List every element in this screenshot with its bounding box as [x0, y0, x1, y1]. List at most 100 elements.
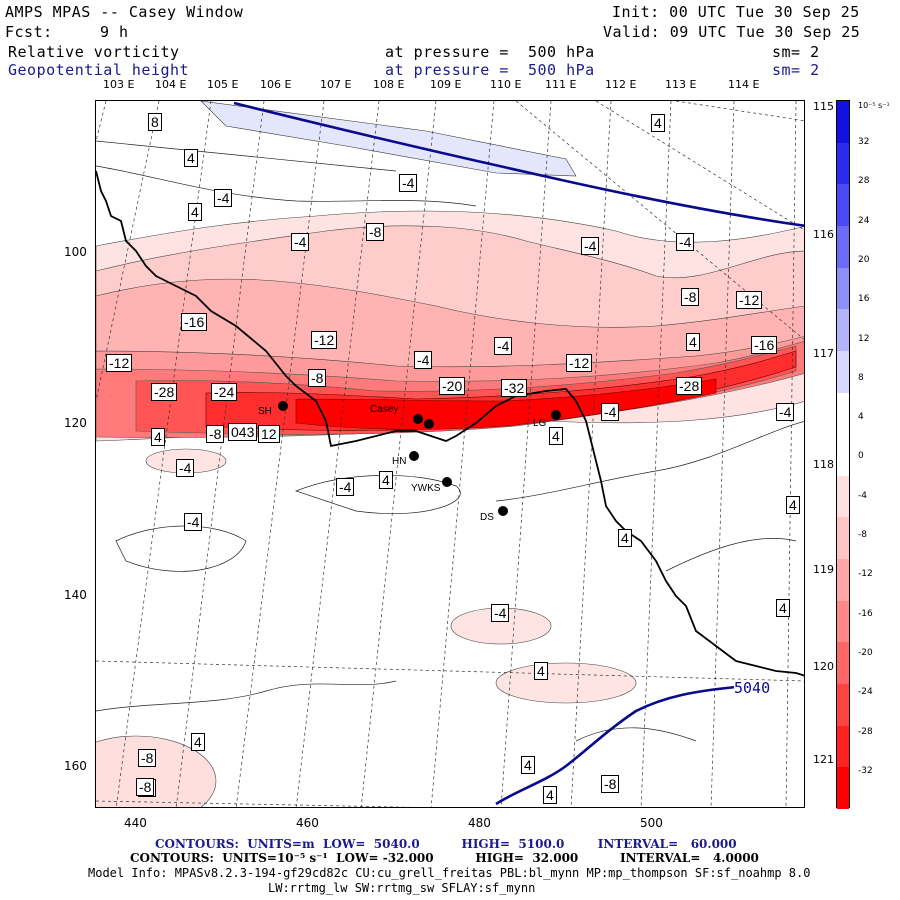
- contour-label: 4: [651, 114, 665, 132]
- station-label: DS: [480, 512, 494, 523]
- colorbar-tick-label: 16: [858, 294, 870, 305]
- colorbar-swatch: [837, 350, 849, 394]
- height-contour-5100: [233, 101, 804, 228]
- station-marker: [551, 410, 561, 420]
- vorticity-contour: [294, 474, 461, 514]
- contour-label: -4: [399, 174, 418, 192]
- top-lon-label: 111 E: [545, 78, 577, 91]
- vorticity-contour: [665, 538, 797, 572]
- field2-name: Geopotential height: [8, 61, 190, 79]
- colorbar-tick-label: -32: [858, 765, 873, 776]
- vorticity-contour: [96, 140, 397, 172]
- contour-label: 4: [184, 149, 198, 167]
- colorbar-swatch: [837, 600, 849, 643]
- top-lon-label: 108 E: [373, 78, 405, 91]
- station-marker: [424, 419, 434, 429]
- station-marker: [278, 401, 288, 411]
- colorbar-tick-label: -4: [858, 490, 867, 501]
- colorbar-swatch: [837, 267, 849, 310]
- y-tick-label: 100: [64, 245, 87, 259]
- colorbar-tick-label: 20: [858, 254, 870, 265]
- forecast-label: Fcst:: [5, 23, 53, 41]
- valid-time: Valid: 09 UTC Tue 30 Sep 25: [603, 23, 861, 41]
- contour-label: 12: [258, 425, 280, 443]
- field1-level: at pressure = 500 hPa: [385, 43, 595, 61]
- station-label: LG: [533, 418, 547, 429]
- colorbar-swatch: [837, 225, 849, 269]
- station-marker: [409, 451, 419, 461]
- contour-label: -4: [494, 337, 513, 355]
- contour-label: -32: [501, 379, 528, 397]
- colorbar-swatch: [837, 642, 849, 685]
- colorbar-swatch: [837, 434, 849, 477]
- station-marker: [498, 506, 508, 516]
- top-lon-label: 110 E: [490, 78, 522, 91]
- top-lon-label: 106 E: [260, 78, 292, 91]
- contour-label: -4: [491, 604, 510, 622]
- contour-label: -12: [106, 354, 133, 372]
- colorbar-tick-label: -20: [858, 647, 873, 658]
- contour-label: 4: [151, 428, 165, 446]
- colorbar-swatch: [837, 392, 849, 435]
- colorbar-swatch: [837, 184, 849, 227]
- vorticity-contour: [96, 165, 477, 207]
- contour-label: 4: [618, 529, 632, 547]
- graticule: [96, 101, 804, 807]
- top-lon-label: 105 E: [207, 78, 239, 91]
- contour-label: -8: [138, 749, 157, 767]
- field2-smoothing: sm= 2: [772, 61, 820, 79]
- station-label: SH: [258, 406, 272, 417]
- colorbar-swatch: [837, 767, 849, 810]
- vorticity-contour: [115, 525, 247, 572]
- colorbar-tick-label: 12: [858, 333, 870, 344]
- contour-label: 4: [379, 471, 393, 489]
- colorbar-tick-label: -28: [858, 726, 873, 737]
- y-tick-label: 120: [64, 416, 87, 430]
- contour-label: -16: [751, 336, 778, 354]
- contour-label: 4: [776, 599, 790, 617]
- model-info: Model Info: MPASv8.2.3-194-gf29cd82c CU:…: [88, 866, 811, 880]
- contour-label: -12: [566, 354, 593, 372]
- map-canvas: [96, 101, 804, 807]
- top-lon-label: 103 E: [103, 78, 135, 91]
- top-lon-label: 114 E: [728, 78, 760, 91]
- colorbar-swatch: [837, 684, 849, 727]
- colorbar-unit: 10⁻⁵ s⁻¹: [858, 101, 890, 110]
- contour-label: -4: [776, 403, 795, 421]
- top-lon-label: 107 E: [320, 78, 352, 91]
- y-tick-label: 140: [64, 588, 87, 602]
- contour-label: 4: [534, 662, 548, 680]
- height-label-5040: 5040: [734, 679, 771, 697]
- station-label: Casey: [370, 404, 399, 415]
- colorbar-swatch: [837, 517, 849, 560]
- contour-label: 8: [148, 113, 162, 131]
- colorbar-swatch: [837, 101, 849, 144]
- map-panel[interactable]: SH Casey LG HN YWKS DS 8 4 4 -4 -4 -8 -4 -4 4 -4-…: [95, 100, 805, 808]
- contour-label: -12: [736, 291, 763, 309]
- contour-label: 4: [549, 427, 563, 445]
- contour-label: -28: [151, 383, 178, 401]
- contour-label: -8: [366, 223, 385, 241]
- field1-name: Relative vorticity: [8, 43, 180, 61]
- vorticity-contour: [495, 421, 804, 502]
- colorbar-tick-label: -16: [858, 608, 873, 619]
- coastline: [96, 170, 804, 677]
- contour-label: 4: [786, 496, 800, 514]
- contour-label: -20: [439, 377, 466, 395]
- contour-label: -8: [308, 369, 327, 387]
- top-lon-label: 113 E: [665, 78, 697, 91]
- field2-level: at pressure = 500 hPa: [385, 61, 595, 79]
- contour-label: 4: [521, 756, 535, 774]
- colorbar-swatch: [837, 725, 849, 768]
- colorbar-tick-label: -24: [858, 687, 873, 698]
- station-label: HN: [392, 456, 407, 467]
- contour-label: 4: [543, 786, 557, 804]
- height-contour-5040: [495, 685, 737, 806]
- contour-label: -24: [211, 383, 238, 401]
- contour-label: -4: [336, 478, 355, 496]
- colorbar-swatch: [837, 142, 849, 185]
- top-lon-label: 104 E: [155, 78, 187, 91]
- contour-label: -16: [181, 313, 208, 331]
- station-marker: [413, 414, 423, 424]
- top-lon-label: 112 E: [605, 78, 637, 91]
